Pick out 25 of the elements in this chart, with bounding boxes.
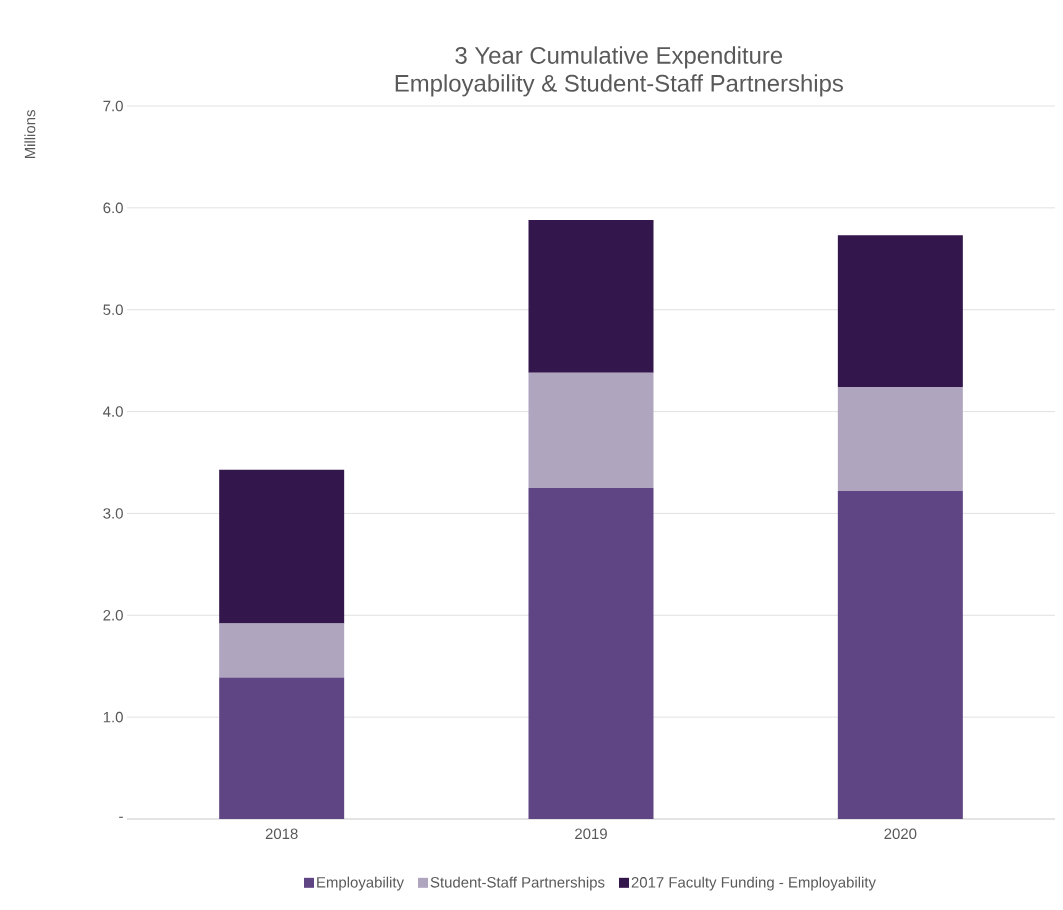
bar xyxy=(837,235,963,388)
x-tick-label: 2018 xyxy=(265,828,298,840)
y-tick-label: 7.0 xyxy=(103,100,123,112)
y-tick-label: 1.0 xyxy=(103,711,123,723)
x-tick-label: 2020 xyxy=(884,828,917,840)
y-tick-label: - xyxy=(119,816,123,818)
legend-label: Student-Staff Partnerships xyxy=(430,876,605,891)
y-tick-label: 4.0 xyxy=(103,406,123,417)
bar xyxy=(219,677,345,819)
y-axis-title: Millions xyxy=(24,110,36,159)
x-tick-label: 2019 xyxy=(575,828,607,840)
chart-title: 3 Year Cumulative Expenditure Employability & Student-Staff Partnerships xyxy=(395,46,843,97)
bar xyxy=(528,220,654,373)
bar xyxy=(837,491,963,819)
y-tick-label: 2.0 xyxy=(103,609,123,621)
bar xyxy=(528,487,654,819)
y-tick-label: 6.0 xyxy=(103,202,123,214)
y-tick-label: 5.0 xyxy=(103,304,123,315)
bar xyxy=(837,387,963,492)
legend-label: 2017 Faculty Funding - Employability xyxy=(631,876,876,891)
bar xyxy=(219,469,345,624)
bar xyxy=(219,623,345,678)
legend-label: Employability xyxy=(317,876,404,891)
y-tick-label: 3.0 xyxy=(103,508,123,519)
bar xyxy=(528,372,654,488)
